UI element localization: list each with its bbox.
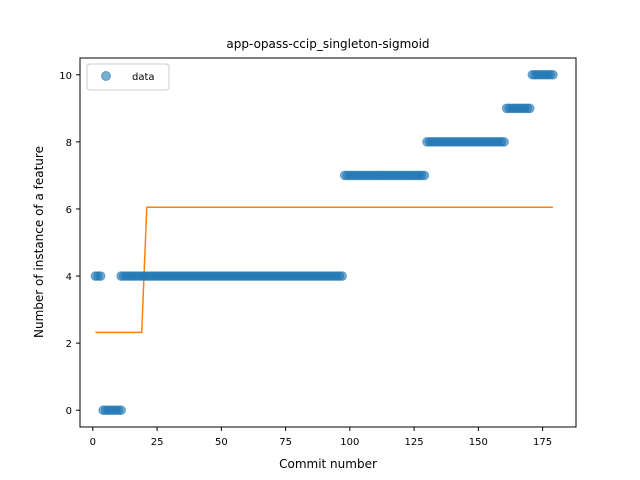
x-axis: 0 25 50 75 100 125 150 175 xyxy=(90,427,552,448)
x-tick-label: 75 xyxy=(279,437,292,448)
legend-label-data: data xyxy=(132,72,155,83)
data-point xyxy=(524,103,535,114)
x-tick-label: 100 xyxy=(340,437,359,448)
chart-title: app-opass-ccip_singleton-sigmoid xyxy=(226,37,429,51)
fit-line xyxy=(95,206,553,334)
x-tick-label: 150 xyxy=(469,437,488,448)
data-point xyxy=(337,271,347,281)
x-tick-label: 25 xyxy=(151,437,164,448)
x-tick-label: 125 xyxy=(405,437,424,448)
legend-marker-data xyxy=(101,71,111,81)
legend: data xyxy=(86,63,170,91)
x-tick-label: 175 xyxy=(533,437,552,448)
y-tick-label: 6 xyxy=(66,205,72,216)
data-point xyxy=(499,137,509,147)
y-tick-label: 2 xyxy=(66,339,72,350)
plot-area xyxy=(90,69,558,416)
x-tick-label: 0 xyxy=(90,437,96,448)
legend-box xyxy=(86,63,170,91)
y-tick-label: 8 xyxy=(66,138,72,149)
y-tick-label: 4 xyxy=(66,272,72,283)
data-point xyxy=(116,405,126,416)
y-tick-label: 0 xyxy=(66,406,72,417)
data-point xyxy=(548,69,558,80)
y-axis: 0 2 4 6 8 10 xyxy=(59,71,80,417)
x-tick-label: 50 xyxy=(215,437,228,448)
plot-frame xyxy=(79,57,577,428)
y-tick-label: 10 xyxy=(59,71,72,82)
data-point xyxy=(95,271,106,281)
x-axis-title: Commit number xyxy=(279,457,377,471)
data-point xyxy=(419,170,430,181)
y-axis-title: Number of instance of a feature xyxy=(32,146,46,338)
